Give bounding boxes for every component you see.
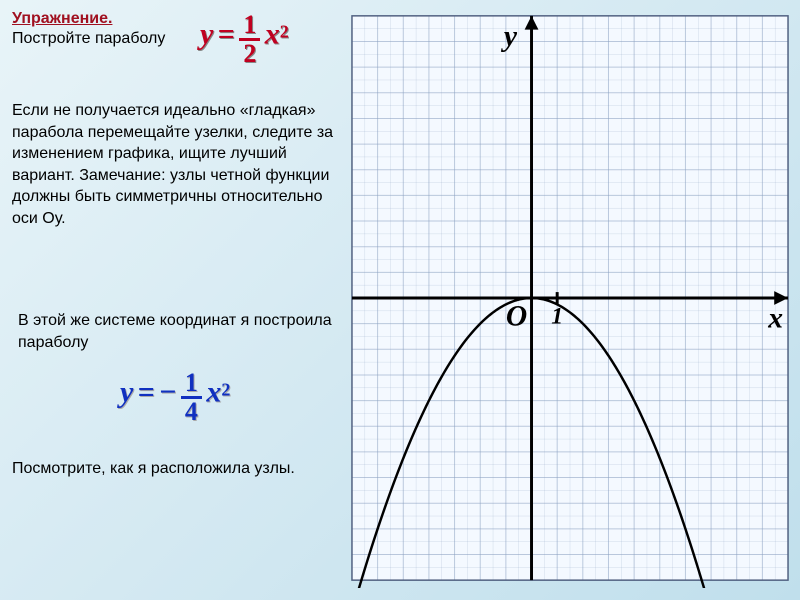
eq1-numerator: 1 xyxy=(239,12,260,41)
eq2-sign: − xyxy=(159,376,176,409)
eq1-equals: = xyxy=(218,18,235,51)
eq2-equals: = xyxy=(138,376,155,409)
equation-1: y = 1 2 x2 xyxy=(200,12,289,67)
eq1-exp: 2 xyxy=(280,21,289,41)
paragraph-1: Если не получается идеально «гладкая» па… xyxy=(12,100,342,230)
eq1-var: x xyxy=(265,18,280,51)
svg-text:y: y xyxy=(501,20,518,52)
eq2-numerator: 1 xyxy=(181,370,202,399)
eq1-fraction: 1 2 xyxy=(239,12,260,67)
eq2-denominator: 4 xyxy=(181,399,202,425)
svg-text:O: O xyxy=(506,301,527,333)
eq2-exp: 2 xyxy=(221,379,230,399)
paragraph-2: В этой же системе координат я построила … xyxy=(18,310,338,353)
svg-text:x: x xyxy=(767,303,783,335)
eq2-lhs: y xyxy=(120,376,133,409)
svg-text:1: 1 xyxy=(551,304,563,330)
eq2-var: x xyxy=(206,376,221,409)
exercise-block: Упражнение. Постройте параболу xyxy=(12,10,342,48)
coordinate-graph: y x O1 xyxy=(350,8,790,588)
eq1-denominator: 2 xyxy=(239,41,260,67)
eq1-lhs: y xyxy=(200,18,213,51)
paragraph-3: Посмотрите, как я расположила узлы. xyxy=(12,460,342,478)
build-parabola-text: Постройте параболу xyxy=(12,30,342,48)
exercise-label: Упражнение. xyxy=(12,10,112,27)
eq2-fraction: 1 4 xyxy=(181,370,202,425)
equation-2: y = − 1 4 x2 xyxy=(120,370,230,425)
